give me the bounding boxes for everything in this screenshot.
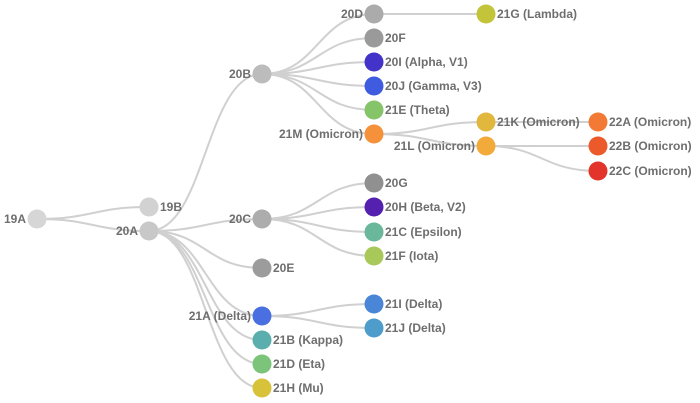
node-22A[interactable] bbox=[588, 112, 608, 132]
edge-20C-21F bbox=[261, 218, 375, 257]
node-label-19A: 19A bbox=[4, 212, 26, 226]
edge-21M-21K bbox=[373, 121, 487, 135]
edge-21A-21J bbox=[261, 315, 375, 329]
edge-20B-20F bbox=[261, 37, 375, 75]
node-20B[interactable] bbox=[252, 64, 272, 84]
node-label-22A: 22A (Omicron) bbox=[609, 115, 691, 129]
edge-20A-20E bbox=[148, 230, 263, 269]
node-label-21J: 21J (Delta) bbox=[385, 321, 446, 335]
node-21G[interactable] bbox=[476, 4, 496, 24]
edge-19A-19B bbox=[36, 206, 150, 220]
node-label-20J: 20J (Gamma, V3) bbox=[385, 79, 482, 93]
tree-edges bbox=[36, 12, 599, 389]
node-label-19B: 19B bbox=[160, 200, 182, 214]
node-21I[interactable] bbox=[364, 294, 384, 314]
node-label-21K: 21K (Omicron) bbox=[497, 115, 580, 129]
node-label-20B: 20B bbox=[229, 67, 251, 81]
node-20J[interactable] bbox=[364, 76, 384, 96]
node-21B[interactable] bbox=[252, 330, 272, 350]
node-label-21L: 21L (Omicron) bbox=[394, 139, 475, 153]
node-20D[interactable] bbox=[364, 4, 384, 24]
edge-20A-21D bbox=[148, 230, 263, 365]
edge-20A-21A bbox=[148, 230, 263, 317]
edge-20A-20B bbox=[148, 73, 263, 232]
node-label-21C: 21C (Epsilon) bbox=[385, 225, 462, 239]
node-20I[interactable] bbox=[364, 52, 384, 72]
node-label-21F: 21F (Iota) bbox=[385, 249, 438, 263]
node-20H[interactable] bbox=[364, 197, 384, 217]
node-20G[interactable] bbox=[364, 173, 384, 193]
node-label-20A: 20A bbox=[116, 224, 138, 238]
node-label-20D: 20D bbox=[341, 7, 363, 21]
node-21A[interactable] bbox=[252, 306, 272, 326]
node-19A[interactable] bbox=[27, 209, 47, 229]
node-21H[interactable] bbox=[252, 378, 272, 398]
node-21M[interactable] bbox=[364, 124, 384, 144]
node-19B[interactable] bbox=[139, 197, 159, 217]
node-21F[interactable] bbox=[364, 246, 384, 266]
node-label-21D: 21D (Eta) bbox=[273, 357, 325, 371]
node-label-21M: 21M (Omicron) bbox=[279, 127, 363, 141]
node-21L[interactable] bbox=[476, 136, 496, 156]
node-21E[interactable] bbox=[364, 100, 384, 120]
node-21C[interactable] bbox=[364, 222, 384, 242]
node-label-22C: 22C (Omicron) bbox=[609, 164, 692, 178]
edge-21A-21I bbox=[261, 303, 375, 317]
node-21J[interactable] bbox=[364, 318, 384, 338]
node-label-20I: 20I (Alpha, V1) bbox=[385, 55, 468, 69]
node-label-21B: 21B (Kappa) bbox=[273, 333, 343, 347]
edge-20B-21M bbox=[261, 73, 375, 135]
edge-21L-22C bbox=[485, 145, 599, 172]
edge-19A-20A bbox=[36, 218, 150, 232]
edge-20A-20C bbox=[148, 218, 263, 232]
node-label-21I: 21I (Delta) bbox=[385, 297, 442, 311]
node-22C[interactable] bbox=[588, 161, 608, 181]
edge-20A-21B bbox=[148, 230, 263, 341]
edge-20C-20G bbox=[261, 182, 375, 220]
node-label-20E: 20E bbox=[273, 261, 294, 275]
node-22B[interactable] bbox=[588, 136, 608, 156]
node-20A[interactable] bbox=[139, 221, 159, 241]
node-21K[interactable] bbox=[476, 112, 496, 132]
tree-nodes: 19A 19B 20A 20B 20C 20E 21A (Delta) 21B (Kappa)… bbox=[4, 4, 692, 398]
edge-20B-20D bbox=[261, 13, 375, 75]
node-label-21G: 21G (Lambda) bbox=[497, 7, 577, 21]
node-label-22B: 22B (Omicron) bbox=[609, 139, 692, 153]
node-20C[interactable] bbox=[252, 209, 272, 229]
node-label-20H: 20H (Beta, V2) bbox=[385, 200, 466, 214]
node-20F[interactable] bbox=[364, 28, 384, 48]
node-label-20F: 20F bbox=[385, 31, 406, 45]
edge-21M-21L bbox=[373, 133, 487, 147]
node-label-21E: 21E (Theta) bbox=[385, 103, 450, 117]
edge-20A-21H bbox=[148, 230, 263, 389]
node-20E[interactable] bbox=[252, 258, 272, 278]
node-21D[interactable] bbox=[252, 354, 272, 374]
node-label-20C: 20C bbox=[229, 212, 251, 226]
node-label-21A: 21A (Delta) bbox=[189, 309, 251, 323]
node-label-20G: 20G bbox=[385, 176, 408, 190]
node-label-21H: 21H (Mu) bbox=[273, 381, 324, 395]
